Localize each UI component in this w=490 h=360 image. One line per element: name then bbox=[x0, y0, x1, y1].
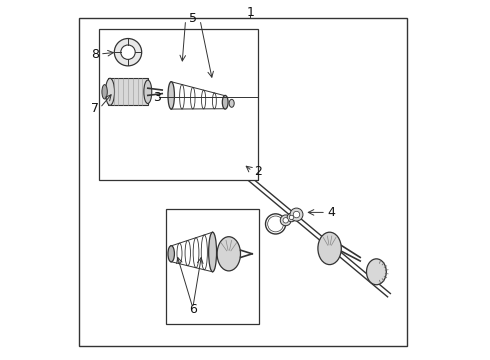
Text: 7: 7 bbox=[91, 102, 99, 114]
Ellipse shape bbox=[217, 237, 241, 271]
Bar bbox=[108, 78, 148, 105]
Circle shape bbox=[121, 45, 135, 59]
Ellipse shape bbox=[222, 95, 228, 109]
Text: 4: 4 bbox=[328, 206, 336, 219]
Circle shape bbox=[290, 208, 303, 221]
Circle shape bbox=[283, 217, 289, 223]
Circle shape bbox=[289, 215, 294, 220]
Ellipse shape bbox=[168, 82, 174, 109]
Text: 5: 5 bbox=[189, 12, 197, 24]
Ellipse shape bbox=[105, 78, 115, 105]
Bar bbox=[166, 209, 259, 324]
Text: 2: 2 bbox=[254, 165, 262, 177]
Text: 3: 3 bbox=[153, 91, 161, 104]
Circle shape bbox=[287, 213, 296, 222]
Ellipse shape bbox=[229, 99, 234, 107]
Bar bbox=[99, 29, 258, 180]
Text: 8: 8 bbox=[91, 48, 99, 60]
Ellipse shape bbox=[168, 246, 174, 262]
Ellipse shape bbox=[144, 80, 152, 104]
Ellipse shape bbox=[209, 232, 217, 272]
Circle shape bbox=[293, 211, 300, 218]
Circle shape bbox=[114, 39, 142, 66]
Text: 1: 1 bbox=[246, 6, 254, 19]
Ellipse shape bbox=[367, 259, 386, 285]
Ellipse shape bbox=[318, 232, 342, 265]
Circle shape bbox=[280, 215, 291, 226]
Text: 6: 6 bbox=[189, 303, 197, 316]
Ellipse shape bbox=[102, 85, 107, 99]
